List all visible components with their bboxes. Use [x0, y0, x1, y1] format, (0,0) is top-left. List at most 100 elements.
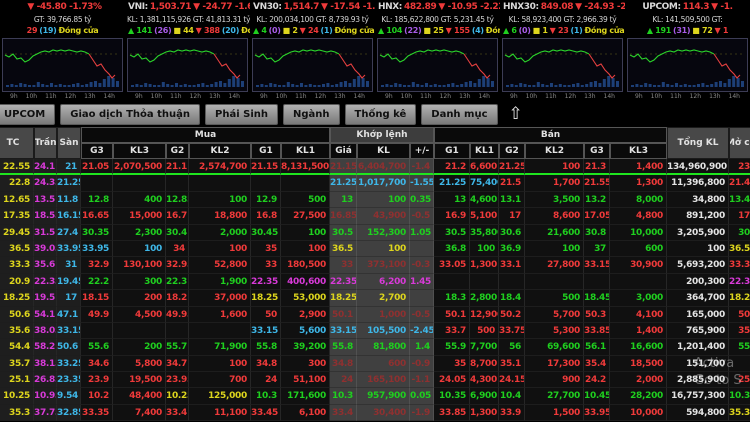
cell-ceiling: 38.05 — [34, 322, 57, 340]
sub-header-kl1: KL1 — [470, 143, 499, 159]
cell-match-change — [410, 290, 434, 307]
cell-buy-g2 — [166, 322, 189, 340]
menu-tab-5[interactable]: Danh mục — [421, 103, 498, 125]
chart-tick: 13h — [84, 93, 96, 100]
table-row[interactable]: 35.337.7532.8533.357,40033.411,10033.456… — [0, 404, 750, 422]
chart-time-ticks: 9h 10h 11h 12h 13h 14h — [2, 92, 123, 101]
cell-tc: 18.25 — [0, 290, 34, 307]
cell-buy-g2 — [166, 175, 189, 192]
table-row[interactable]: 36.539.0533.9533.95100341003510036.51003… — [0, 240, 750, 258]
chart-tick: 9h — [135, 93, 143, 100]
collapse-panel-arrow-icon[interactable]: ⇧ — [508, 104, 523, 124]
cell-total-kl: 34,800 — [667, 191, 729, 209]
menu-tab-3[interactable]: Ngành — [283, 103, 340, 125]
cell-ceiling: 13.5 — [34, 191, 57, 209]
menu-tab-2[interactable]: Phái Sinh — [205, 103, 279, 125]
index-panel-hnx30[interactable]: HNX30:849.08▼ -24.93 -2.85%KL: 58,923,40… — [500, 0, 625, 101]
sub-header-g2: G2 — [166, 143, 189, 159]
cell-buy-kl2 — [189, 322, 251, 340]
table-row[interactable]: 17.3518.5516.1516.6515,00016.718,80016.8… — [0, 208, 750, 225]
index-panel-vni[interactable]: VNI:1,503.71▼ -24.77 -1.62%KL: 1,381,115… — [125, 0, 250, 101]
chart-tick: 11h — [45, 93, 57, 100]
table-row[interactable]: 50.654.147.149.94,50049.951,600502,90050… — [0, 306, 750, 323]
table-row[interactable]: 12.6513.511.812.840012.8510012.950013100… — [0, 191, 750, 209]
cell-sell-g2: 17 — [499, 208, 525, 225]
cell-match-change: -0.5 — [410, 306, 434, 323]
table-row[interactable]: 22.55 24.1 21 21.05 2,070,500 21.1 2,574,700 21… — [0, 159, 750, 176]
cell-sell-g2: 10.4 — [499, 388, 525, 405]
table-row[interactable]: 29.45 31.5 27.4 30.35 2,300 30.4 2,000 30.45 100… — [0, 224, 750, 241]
cell-sell-g1: 13 — [434, 191, 470, 209]
cell-match-change: -0.5 — [410, 208, 434, 225]
cell-tc: 35.7 — [0, 355, 34, 373]
cell-ceiling: 54.1 — [34, 306, 57, 323]
chart-time-ticks: 9h 10h 11h 12h 13h 14h — [502, 92, 623, 101]
cell-floor: 19.45 — [57, 273, 81, 291]
breadth-segment: ▼ 155 — [445, 26, 470, 35]
cell-buy-kl2: 2,000 — [189, 224, 251, 241]
cell-sell-g3: 10.45 — [584, 388, 610, 405]
table-row[interactable]: 54.4 58.2 50.6 55.6 200 55.7 71,900 55.8 39,200 5… — [0, 339, 750, 356]
cell-buy-g1: 16.8 — [251, 208, 281, 225]
cell-sell-g1: 33.05 — [434, 257, 470, 274]
cell-buy-kl3: 130,100 — [113, 257, 166, 274]
col-header-floor: Sàn — [57, 127, 81, 159]
table-row[interactable]: 35.738.1533.2534.65,80034.710034.830034.… — [0, 355, 750, 373]
table-row[interactable]: 22.824.3521.2521.251,017,700-1.5521.2575… — [0, 175, 750, 192]
chart-tick: 13h — [709, 93, 721, 100]
cell-match-change: 1.45 — [410, 273, 434, 291]
sub-header-kl3: KL3 — [610, 143, 667, 159]
cell-sell-kl1: 12,900 — [470, 306, 499, 323]
cell-ceiling: 18.55 — [34, 208, 57, 225]
index-panel-upcom[interactable]: UPCOM: 114.3 ▼ -1. KL: 141,509,500 GT: ▲ 191… — [625, 0, 750, 101]
cell-sell-kl1: 1,300 — [470, 257, 499, 274]
chart-tick: 13h — [584, 93, 596, 100]
cell-sell-kl2: 100 — [525, 159, 584, 176]
cell-match-change: -0.3 — [410, 257, 434, 274]
table-row[interactable]: 18.25 19.5 17 18.15 200 18.2 37,000 18.25 53,000… — [0, 290, 750, 307]
cell-sell-kl2: 69,600 — [525, 339, 584, 356]
table-row[interactable]: 10.2510.959.5410.248,40010.25125,00010.3… — [0, 388, 750, 405]
index-panel-vn30[interactable]: VN30:1,514.7▼ -17.54 -1.14%KL: 200,034,1… — [250, 0, 375, 101]
cell-buy-g2: 22.3 — [166, 273, 189, 291]
cell-sell-kl3: 3,000 — [610, 290, 667, 307]
chart-tick: 14h — [728, 93, 740, 100]
cell-sell-kl2 — [525, 273, 584, 291]
cell-buy-g1: 12.9 — [251, 191, 281, 209]
chart-tick: 10h — [150, 93, 163, 100]
cell-match-kl: 30,400 — [357, 404, 410, 422]
table-row[interactable]: 33.335.63132.9130,10032.9552,80033180,50… — [0, 257, 750, 274]
table-row[interactable]: 35.638.0533.1533.155,60033.15105,500-2.4… — [0, 322, 750, 340]
index-title-line: UPCOM: 114.3 ▼ -1. — [627, 1, 748, 14]
cell-sell-g2: 50.2 — [499, 306, 525, 323]
menu-tab-0[interactable]: UPCOM — [0, 103, 56, 125]
index-panel-left-clipped[interactable]: ▼ -45.80 -1.73% GT: 39,766.85 tỷ 29 (19) Đón… — [0, 0, 125, 101]
index-value: 114.3 — [682, 2, 710, 12]
menu-tab-4[interactable]: Thống kê — [344, 103, 417, 125]
cell-open — [729, 355, 750, 373]
index-breadth-line: ▲ 104(22)■ 25▼ 155(4)Đóng cửa — [377, 25, 500, 37]
index-title-line: VNI:1,503.71▼ -24.77 -1.62% — [127, 1, 250, 14]
chart-tick: 14h — [103, 93, 115, 100]
cell-total-kl: 134,960,900 — [667, 159, 729, 176]
cell-buy-kl1: 5,600 — [281, 322, 330, 340]
menu-tab-1[interactable]: Giao dịch Thỏa thuận — [60, 103, 201, 125]
chart-tick: 12h — [189, 93, 202, 100]
cell-buy-g1 — [251, 175, 281, 192]
chart-tick: 11h — [295, 93, 307, 100]
cell-sell-g2: 33.1 — [499, 257, 525, 274]
cell-sell-kl3 — [610, 273, 667, 291]
cell-sell-kl3: 600 — [610, 240, 667, 258]
cell-buy-kl1: 8,131,500 — [281, 159, 330, 176]
table-row[interactable]: 25.126.8523.3523.919,50023.957002451,100… — [0, 372, 750, 389]
index-title-line: HNX:482.89▼ -10.95 -2.22% — [377, 1, 500, 14]
index-panel-hnx[interactable]: HNX:482.89▼ -10.95 -2.22%KL: 185,622,800… — [375, 0, 500, 101]
index-breadth-line: ▲ 6 (0) ■ 1 ▼ 23 (1) Đóng cửa — [502, 25, 625, 37]
cell-tc: 29.45 — [0, 224, 34, 241]
index-breadth-line: ▲ 4 (0) ■ 2 ▼ 24 (1) Đóng cửa — [252, 25, 375, 37]
cell-open: 10.3 — [729, 388, 750, 405]
cell-sell-g1: 10.35 — [434, 388, 470, 405]
cell-ceiling: 37.75 — [34, 404, 57, 422]
table-row[interactable]: 20.922.3519.4522.230022.31,90022.35400,6… — [0, 273, 750, 291]
chart-tick: 13h — [459, 93, 471, 100]
